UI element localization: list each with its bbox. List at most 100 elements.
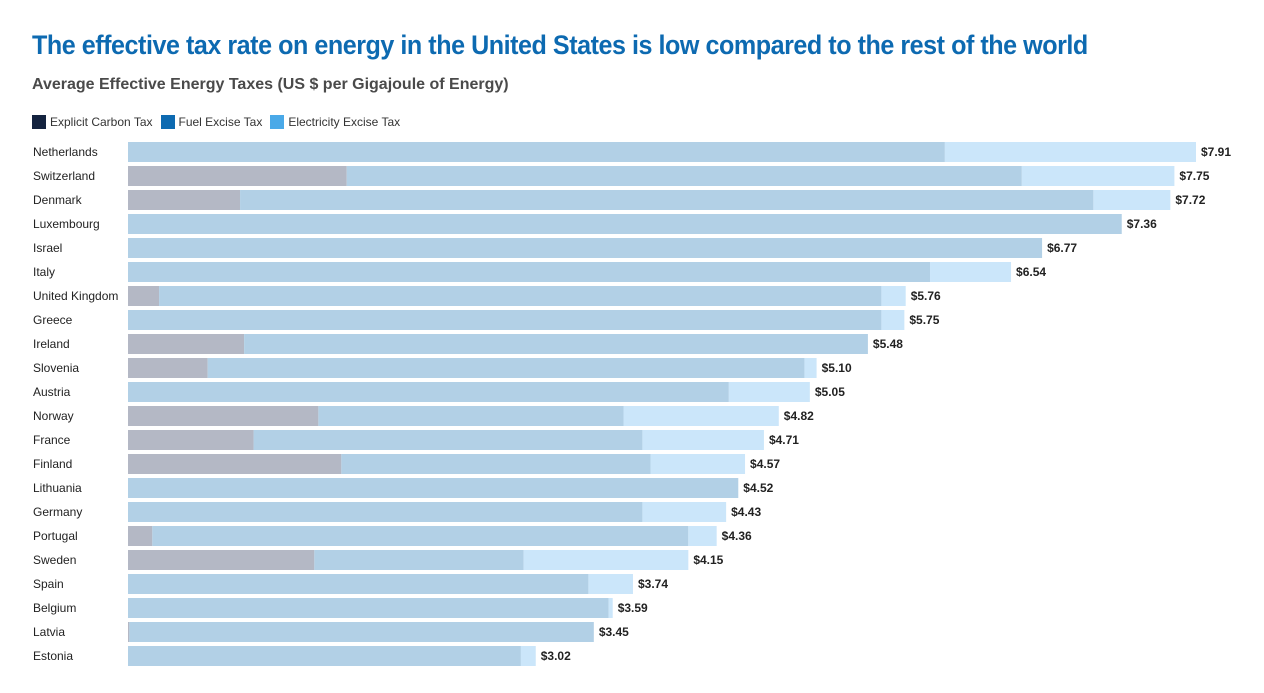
bar-electricity[interactable] [520, 646, 536, 666]
legend-item-fuel[interactable]: Fuel Excise Tax [160, 115, 262, 129]
bar-electricity[interactable] [688, 526, 717, 546]
country-label: Finland [33, 457, 72, 471]
legend-swatch-electricity [270, 115, 285, 129]
country-label: Portugal [33, 529, 78, 543]
legend-swatch-carbon [32, 115, 46, 129]
value-label: $3.45 [599, 625, 629, 639]
country-label: France [33, 433, 71, 447]
bar-fuel[interactable] [128, 310, 882, 330]
bar-electricity[interactable] [1093, 190, 1171, 210]
bar-carbon[interactable] [128, 406, 319, 426]
bar-fuel[interactable] [128, 478, 739, 498]
bar-fuel[interactable] [341, 454, 651, 474]
country-label: Italy [33, 265, 55, 279]
bar-fuel[interactable] [128, 262, 931, 282]
bar-carbon[interactable] [128, 286, 160, 306]
legend-item-carbon[interactable]: Explicit Carbon Tax [32, 115, 153, 129]
bar-electricity[interactable] [1021, 166, 1175, 186]
country-label: Sweden [33, 553, 76, 567]
bar-carbon[interactable] [128, 166, 347, 186]
bar-fuel[interactable] [128, 238, 1043, 258]
bar-electricity[interactable] [930, 262, 1012, 282]
bar-electricity[interactable] [804, 358, 817, 378]
bar-fuel[interactable] [240, 190, 1094, 210]
value-label: $4.52 [743, 481, 773, 495]
bar-fuel[interactable] [159, 286, 882, 306]
legend-label-electricity: Electricity Excise Tax [288, 115, 401, 129]
bar-fuel[interactable] [346, 166, 1022, 186]
bar-fuel[interactable] [244, 334, 868, 354]
bar-fuel[interactable] [128, 502, 643, 522]
value-label: $4.82 [784, 409, 814, 423]
value-label: $4.71 [769, 433, 799, 447]
value-label: $7.72 [1175, 193, 1205, 207]
bar-carbon[interactable] [128, 622, 130, 642]
bar-carbon[interactable] [128, 550, 315, 570]
bar-fuel[interactable] [314, 550, 524, 570]
chart-title: The effective tax rate on energy in the … [32, 30, 1088, 60]
country-label: Germany [33, 505, 82, 519]
bar-carbon[interactable] [128, 430, 254, 450]
value-label: $6.77 [1047, 241, 1077, 255]
value-label: $3.74 [638, 577, 668, 591]
bar-fuel[interactable] [128, 142, 945, 162]
legend-item-electricity[interactable]: Electricity Excise Tax [270, 115, 400, 129]
value-label: $4.57 [750, 457, 780, 471]
value-label: $3.59 [618, 601, 648, 615]
bar-fuel[interactable] [152, 526, 689, 546]
bar-electricity[interactable] [650, 454, 746, 474]
value-label: $5.10 [822, 361, 852, 375]
country-label: Belgium [33, 601, 76, 615]
bar-electricity[interactable] [523, 550, 689, 570]
bar-electricity[interactable] [728, 382, 810, 402]
bar-carbon[interactable] [128, 526, 153, 546]
value-label: $4.15 [693, 553, 723, 567]
bar-fuel[interactable] [128, 598, 609, 618]
bar-electricity[interactable] [588, 574, 633, 594]
bar-carbon[interactable] [128, 190, 241, 210]
bar-fuel[interactable] [318, 406, 624, 426]
country-label: Switzerland [33, 169, 95, 183]
country-label: Spain [33, 577, 64, 591]
legend-swatch-fuel [160, 115, 175, 129]
country-label: United Kingdom [33, 289, 118, 303]
bar-fuel[interactable] [129, 622, 594, 642]
bar-fuel[interactable] [253, 430, 643, 450]
bar-electricity[interactable] [881, 286, 906, 306]
bar-carbon[interactable] [128, 358, 208, 378]
value-label: $7.91 [1201, 145, 1231, 159]
value-label: $6.54 [1016, 265, 1046, 279]
bar-electricity[interactable] [623, 406, 779, 426]
bar-fuel[interactable] [207, 358, 805, 378]
bar-carbon[interactable] [128, 454, 342, 474]
country-label: Ireland [33, 337, 70, 351]
value-label: $5.05 [815, 385, 845, 399]
bar-electricity[interactable] [642, 502, 727, 522]
value-label: $5.76 [911, 289, 941, 303]
value-label: $5.48 [873, 337, 903, 351]
value-label: $4.36 [722, 529, 752, 543]
country-label: Slovenia [33, 361, 79, 375]
country-label: Israel [33, 241, 62, 255]
bar-electricity[interactable] [944, 142, 1196, 162]
country-label: Denmark [33, 193, 83, 207]
bar-fuel[interactable] [128, 646, 521, 666]
value-label: $7.36 [1127, 217, 1157, 231]
bar-fuel[interactable] [128, 382, 729, 402]
value-label: $3.02 [541, 649, 571, 663]
value-label: $4.43 [731, 505, 761, 519]
bar-fuel[interactable] [128, 574, 589, 594]
country-label: Latvia [33, 625, 65, 639]
country-label: Norway [33, 409, 74, 423]
country-label: Greece [33, 313, 73, 327]
bar-fuel[interactable] [128, 214, 1122, 234]
bar-electricity[interactable] [642, 430, 764, 450]
bar-electricity[interactable] [608, 598, 613, 618]
country-label: Estonia [33, 649, 73, 663]
country-label: Luxembourg [33, 217, 100, 231]
bar-carbon[interactable] [128, 334, 245, 354]
country-label: Netherlands [33, 145, 98, 159]
legend-label-carbon: Explicit Carbon Tax [50, 115, 153, 129]
bar-electricity[interactable] [881, 310, 905, 330]
